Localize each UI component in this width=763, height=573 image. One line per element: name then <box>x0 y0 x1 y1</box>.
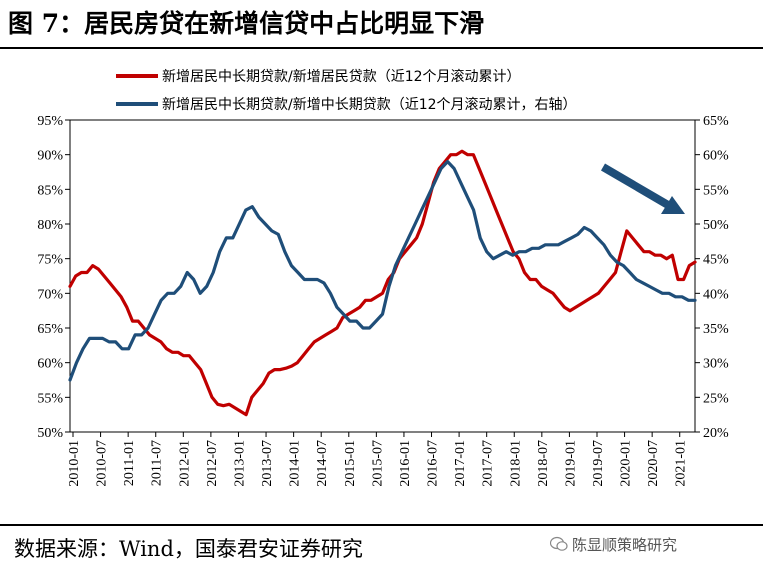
x-tick-label: 2019-01 <box>563 440 578 487</box>
right-axis: 20% 25% 30% 35% 40% 45% 50% 55% 60% 65% <box>695 114 729 441</box>
chart: 新增居民中长期贷款/新增居民贷款（近12个月滚动累计） 新增居民中长期贷款/新增… <box>37 68 729 487</box>
x-tick-label: 2014-01 <box>288 440 303 487</box>
legend: 新增居民中长期贷款/新增居民贷款（近12个月滚动累计） 新增居民中长期贷款/新增… <box>116 68 577 113</box>
right-tick-label: 55% <box>703 183 729 198</box>
x-tick-label: 2020-07 <box>646 440 661 487</box>
right-tick-label: 35% <box>703 322 729 337</box>
plot-frame <box>69 119 696 433</box>
x-tick-label: 2010-07 <box>95 440 110 487</box>
x-tick-label: 2017-01 <box>453 440 468 487</box>
left-tick-label: 95% <box>37 114 63 129</box>
x-tick-label: 2018-01 <box>508 440 523 487</box>
x-tick-label: 2016-07 <box>426 440 441 487</box>
footer-rule <box>0 524 763 526</box>
x-tick-label: 2011-07 <box>150 440 165 486</box>
left-tick-label: 55% <box>37 391 63 406</box>
source-note: 数据来源：Wind，国泰君安证券研究 <box>14 537 363 561</box>
left-tick-label: 80% <box>37 218 63 233</box>
right-tick-label: 30% <box>703 357 729 372</box>
x-tick-label: 2018-07 <box>536 440 551 487</box>
left-tick-label: 60% <box>37 357 63 372</box>
left-axis: 50% 55% 60% 65% 70% 75% 80% 85% 90% 95% <box>37 114 70 441</box>
x-tick-label: 2019-07 <box>591 440 606 487</box>
x-tick-label: 2020-01 <box>619 440 634 487</box>
watermark: 陈显顺策略研究 <box>572 536 678 554</box>
legend-label-blue: 新增居民中长期贷款/新增中长期贷款（近12个月滚动累计，右轴） <box>162 96 577 113</box>
left-tick-label: 85% <box>37 183 63 198</box>
right-tick-label: 20% <box>703 426 729 441</box>
left-tick-label: 75% <box>37 253 63 268</box>
trend-arrow-head <box>661 196 685 214</box>
right-tick-label: 40% <box>703 287 729 302</box>
left-tick-label: 90% <box>37 149 63 164</box>
x-tick-label: 2015-07 <box>370 440 385 487</box>
series-line-red <box>68 149 697 417</box>
right-tick-label: 45% <box>703 253 729 268</box>
left-tick-label: 50% <box>37 426 63 441</box>
x-tick-label: 2012-01 <box>177 440 192 487</box>
legend-label-red: 新增居民中长期贷款/新增居民贷款（近12个月滚动累计） <box>162 68 521 85</box>
trend-arrow-shaft <box>600 163 671 209</box>
left-tick-label: 70% <box>37 287 63 302</box>
x-tick-label: 2021-01 <box>674 440 689 487</box>
x-tick-label: 2010-01 <box>67 440 82 487</box>
right-tick-label: 25% <box>703 391 729 406</box>
x-tick-label: 2013-07 <box>260 440 275 487</box>
trend-arrow <box>600 163 685 214</box>
right-tick-label: 65% <box>703 114 729 129</box>
x-tick-label: 2012-07 <box>205 440 220 487</box>
right-tick-label: 60% <box>703 149 729 164</box>
wechat-icon <box>550 536 568 551</box>
right-tick-label: 50% <box>703 218 729 233</box>
x-axis: 2010-01 2010-07 2011-01 2011-07 2012-01 2012-… <box>67 432 689 487</box>
series-line-blue <box>68 159 697 382</box>
x-tick-label: 2017-07 <box>481 440 496 487</box>
title-rule <box>0 47 763 49</box>
x-tick-label: 2014-07 <box>315 440 330 487</box>
left-tick-label: 65% <box>37 322 63 337</box>
x-tick-label: 2011-01 <box>122 440 137 486</box>
chart-title: 图 7：居民房贷在新增信贷中占比明显下滑 <box>8 9 485 38</box>
x-tick-label: 2015-01 <box>343 440 358 487</box>
series-layer <box>68 149 697 417</box>
x-tick-label: 2013-01 <box>232 440 247 487</box>
x-tick-label: 2016-01 <box>398 440 413 487</box>
